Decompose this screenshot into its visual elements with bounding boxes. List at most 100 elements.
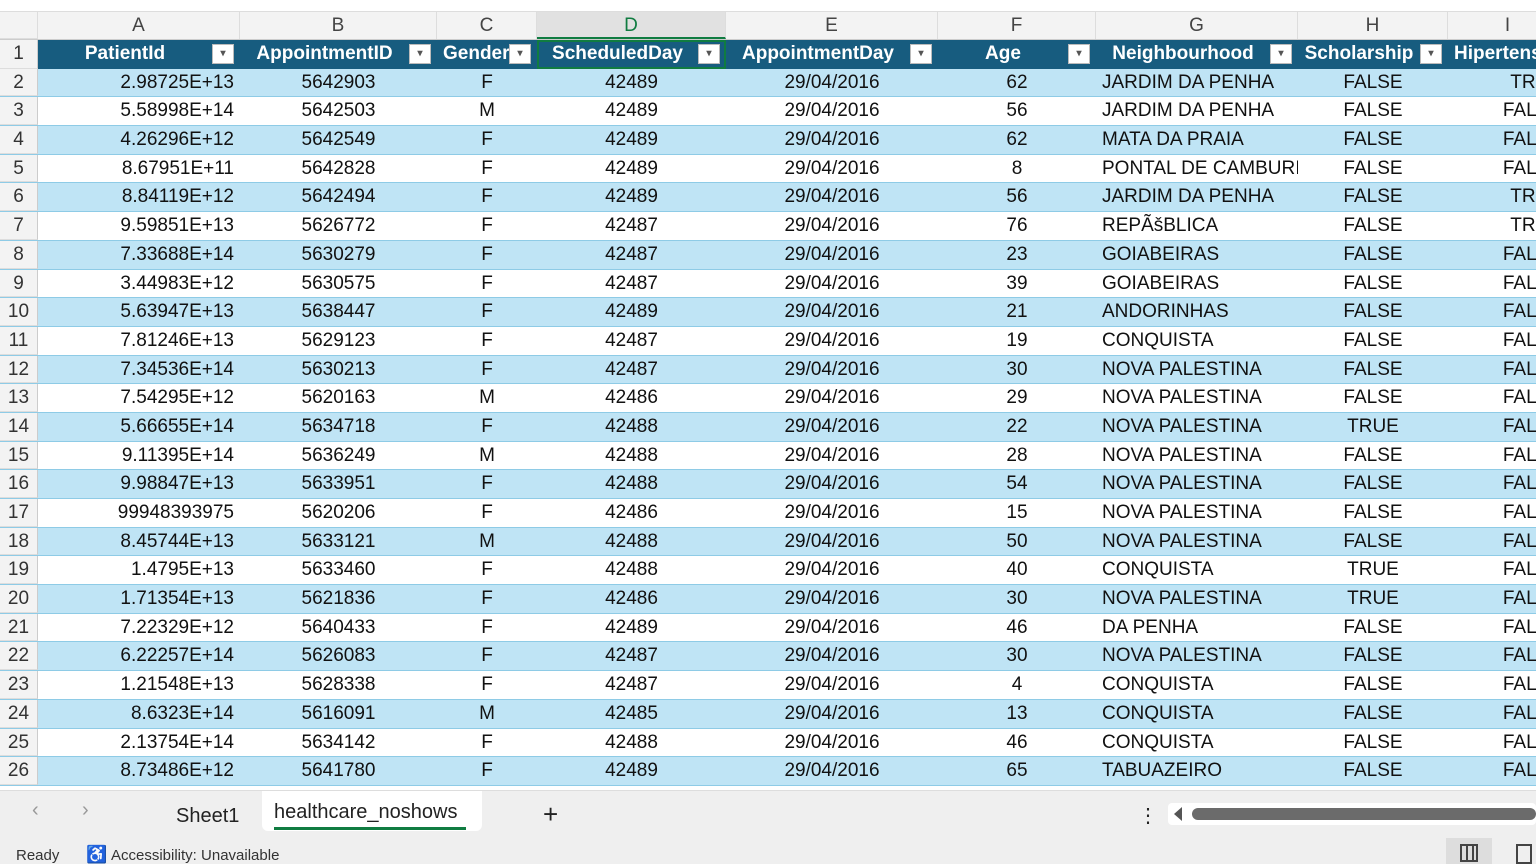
tab-sheet1[interactable]: Sheet1 [176, 805, 240, 827]
table-cell[interactable]: FALSE [1343, 272, 1403, 294]
table-cell[interactable]: F [481, 329, 493, 351]
table-cell[interactable]: F [481, 415, 493, 437]
table-cell[interactable]: 65 [1006, 760, 1028, 782]
table-cell[interactable]: 29/04/2016 [784, 559, 880, 581]
table-cell[interactable]: FALSE [1502, 645, 1536, 667]
table-cell[interactable]: FALSE [1502, 358, 1536, 380]
table-cell[interactable]: 19 [1006, 329, 1028, 351]
table-cell[interactable]: 42488 [605, 530, 658, 552]
table-cell[interactable]: FALSE [1343, 100, 1403, 122]
table-cell[interactable]: MATA DA PRAIA [1102, 129, 1244, 151]
table-cell[interactable]: 29/04/2016 [784, 415, 880, 437]
table-cell[interactable]: 5.58998E+14 [120, 100, 234, 122]
table-cell[interactable]: 62 [1006, 129, 1028, 151]
table-cell[interactable]: F [481, 243, 493, 265]
row-number[interactable]: 19 [0, 556, 38, 585]
table-cell[interactable]: FALSE [1502, 530, 1536, 552]
table-cell[interactable]: 8 [1011, 157, 1023, 179]
table-cell[interactable]: FALSE [1502, 702, 1536, 724]
table-cell[interactable]: 42488 [605, 444, 658, 466]
row-number[interactable]: 12 [0, 355, 38, 384]
table-cell[interactable]: NOVA PALESTINA [1102, 530, 1262, 552]
table-cell[interactable]: CONQUISTA [1102, 674, 1214, 696]
table-cell[interactable]: 8.6323E+14 [130, 702, 234, 724]
table-cell[interactable]: 7.54295E+12 [120, 387, 234, 409]
accessibility-status[interactable]: Accessibility: Unavailable [111, 847, 280, 864]
table-cell[interactable]: 8.73486E+12 [120, 760, 234, 782]
table-cell[interactable]: FALSE [1343, 329, 1403, 351]
table-cell[interactable]: 4 [1011, 674, 1023, 696]
table-cell[interactable]: 8.45744E+13 [120, 530, 234, 552]
table-cell[interactable]: FALSE [1502, 731, 1536, 753]
prev-sheet-button[interactable]: ‹ [32, 799, 39, 821]
table-cell[interactable]: 5633951 [301, 473, 376, 495]
table-cell[interactable]: FALSE [1343, 760, 1403, 782]
table-cell[interactable]: FALSE [1502, 616, 1536, 638]
table-cell[interactable]: 5634718 [301, 415, 376, 437]
row-number[interactable]: 4 [0, 126, 38, 154]
column-header-B[interactable]: B [240, 12, 437, 39]
row-number[interactable]: 5 [0, 154, 38, 183]
row-number[interactable]: 20 [0, 585, 38, 613]
table-cell[interactable]: 30 [1006, 358, 1028, 380]
table-cell[interactable]: 99948393975 [117, 502, 234, 523]
table-cell[interactable]: NOVA PALESTINA [1102, 645, 1262, 667]
table-cell[interactable]: FALSE [1502, 243, 1536, 265]
table-cell[interactable]: F [481, 588, 493, 610]
table-cell[interactable]: 29/04/2016 [784, 502, 880, 523]
normal-view-button[interactable] [1446, 838, 1492, 864]
table-cell[interactable]: NOVA PALESTINA [1102, 444, 1262, 466]
table-cell[interactable]: F [481, 760, 493, 782]
table-cell[interactable]: F [481, 645, 493, 667]
table-cell[interactable]: NOVA PALESTINA [1102, 358, 1262, 380]
row-number[interactable]: 9 [0, 269, 38, 298]
table-cell[interactable]: 30 [1006, 645, 1028, 667]
column-header-A[interactable]: A [38, 12, 240, 39]
table-cell[interactable]: 29/04/2016 [784, 387, 880, 409]
table-cell[interactable]: F [481, 358, 493, 380]
table-cell[interactable]: 5621836 [301, 588, 376, 610]
table-cell[interactable]: 9.59851E+13 [120, 215, 234, 237]
table-cell[interactable]: FALSE [1502, 329, 1536, 351]
table-header-cell[interactable]: Gender ▾ [437, 40, 537, 69]
table-cell[interactable]: 46 [1006, 616, 1028, 638]
table-cell[interactable]: FALSE [1502, 674, 1536, 696]
table-cell[interactable]: JARDIM DA PENHA [1102, 100, 1275, 122]
table-cell[interactable]: FALSE [1502, 559, 1536, 581]
table-cell[interactable]: 42487 [605, 272, 658, 294]
table-cell[interactable]: FALSE [1343, 186, 1403, 208]
table-cell[interactable]: 9.11395E+14 [121, 444, 234, 466]
table-cell[interactable]: 29/04/2016 [784, 616, 880, 638]
table-cell[interactable]: 42487 [605, 358, 658, 380]
table-cell[interactable]: TRUE [1510, 71, 1536, 93]
filter-dropdown-icon[interactable]: ▾ [1068, 44, 1090, 64]
table-cell[interactable]: FALSE [1502, 502, 1536, 523]
row-number[interactable]: 1 [0, 40, 38, 69]
table-cell[interactable]: 5642903 [301, 71, 376, 93]
table-cell[interactable]: FALSE [1502, 760, 1536, 782]
column-header-G[interactable]: G [1096, 12, 1298, 39]
filter-dropdown-icon[interactable]: ▾ [1270, 44, 1292, 64]
table-cell[interactable]: 40 [1006, 559, 1028, 581]
table-cell[interactable]: FALSE [1502, 157, 1536, 179]
table-cell[interactable]: TRUE [1347, 588, 1399, 610]
table-cell[interactable]: F [481, 674, 493, 696]
table-cell[interactable]: 50 [1006, 530, 1028, 552]
table-cell[interactable]: 42485 [605, 702, 658, 724]
table-cell[interactable]: F [481, 129, 493, 151]
table-cell[interactable]: 9.98847E+13 [120, 473, 234, 495]
column-header-F[interactable]: F [938, 12, 1096, 39]
row-number[interactable]: 14 [0, 412, 38, 441]
table-cell[interactable]: 29/04/2016 [784, 530, 880, 552]
table-cell[interactable]: 29/04/2016 [784, 100, 880, 122]
table-header-cell[interactable]: ScheduledDay ▾ [537, 40, 726, 69]
table-header-cell[interactable]: Scholarship ▾ [1298, 40, 1448, 69]
table-cell[interactable]: F [481, 157, 493, 179]
table-cell[interactable]: 29/04/2016 [784, 473, 880, 495]
filter-dropdown-icon[interactable]: ▾ [409, 44, 431, 64]
scroll-left-icon[interactable] [1174, 807, 1182, 821]
table-cell[interactable]: 5616091 [301, 702, 376, 724]
table-cell[interactable]: FALSE [1343, 387, 1403, 409]
table-cell[interactable]: TABUAZEIRO [1102, 760, 1222, 782]
table-cell[interactable]: 5626772 [301, 215, 376, 237]
